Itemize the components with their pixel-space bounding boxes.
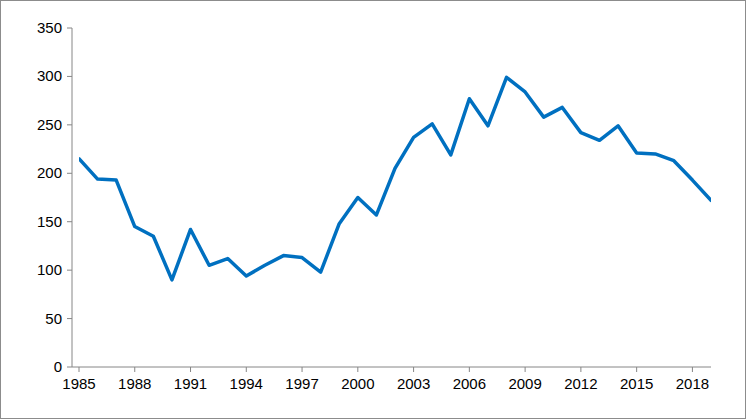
x-tick: [134, 367, 135, 372]
x-tick: [79, 367, 80, 372]
x-tick: [357, 367, 358, 372]
chart-root: 0 50 100 150 200 250 300 350 1985 1988 1991 1994 199…: [0, 0, 746, 419]
y-tick-label: 150: [37, 213, 62, 230]
x-tick: [692, 367, 693, 372]
x-tick-label: 1997: [285, 375, 318, 392]
x-tick-label: 1991: [174, 375, 207, 392]
x-tick: [580, 367, 581, 372]
x-tick: [469, 367, 470, 372]
x-tick-label: 2012: [564, 375, 597, 392]
x-tick: [190, 367, 191, 372]
plot-area: [79, 77, 711, 279]
x-tick: [525, 367, 526, 372]
y-tick: [67, 318, 72, 319]
x-tick-label: 1985: [62, 375, 95, 392]
y-tick: [67, 124, 72, 125]
y-tick-label: 100: [37, 261, 62, 278]
y-axis-line: [72, 28, 73, 367]
x-tick-label: 2015: [620, 375, 653, 392]
y-tick-label: 250: [37, 116, 62, 133]
y-tick-label: 300: [37, 67, 62, 84]
chart: 0 50 100 150 200 250 300 350 1985 1988 1991 1994 199…: [0, 0, 746, 419]
x-tick: [636, 367, 637, 372]
x-tick-label: 1988: [118, 375, 151, 392]
y-tick: [67, 221, 72, 222]
y-tick-label: 0: [54, 358, 62, 375]
chart-frame: [1, 1, 746, 419]
y-tick-label: 200: [37, 164, 62, 181]
x-tick-label: 2006: [453, 375, 486, 392]
x-tick: [302, 367, 303, 372]
y-tick: [67, 367, 72, 368]
x-tick-label: 2000: [341, 375, 374, 392]
x-tick-label: 2003: [397, 375, 430, 392]
x-axis-line: [72, 367, 711, 368]
y-tick: [67, 28, 72, 29]
y-tick-label: 50: [45, 310, 62, 327]
x-tick-label: 2009: [508, 375, 541, 392]
y-tick: [67, 76, 72, 77]
y-tick: [67, 173, 72, 174]
x-tick-label: 1994: [230, 375, 263, 392]
x-tick-label: 2018: [676, 375, 709, 392]
y-tick: [67, 270, 72, 271]
x-tick: [246, 367, 247, 372]
data-line: [79, 77, 711, 279]
x-tick: [413, 367, 414, 372]
y-tick-label: 350: [37, 19, 62, 36]
